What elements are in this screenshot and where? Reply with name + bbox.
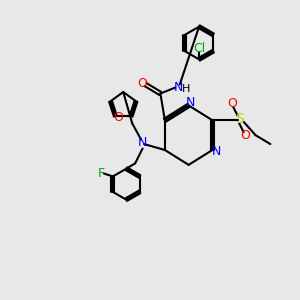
Text: N: N	[185, 96, 195, 109]
Text: N: N	[173, 81, 183, 94]
Text: O: O	[240, 129, 250, 142]
Text: N: N	[212, 145, 222, 158]
Text: Cl: Cl	[193, 42, 205, 56]
Text: O: O	[113, 111, 123, 124]
Text: S: S	[235, 112, 244, 126]
Text: F: F	[98, 167, 104, 180]
Text: H: H	[182, 84, 190, 94]
Text: O: O	[138, 76, 148, 90]
Text: O: O	[227, 98, 237, 110]
Text: N: N	[138, 136, 147, 149]
